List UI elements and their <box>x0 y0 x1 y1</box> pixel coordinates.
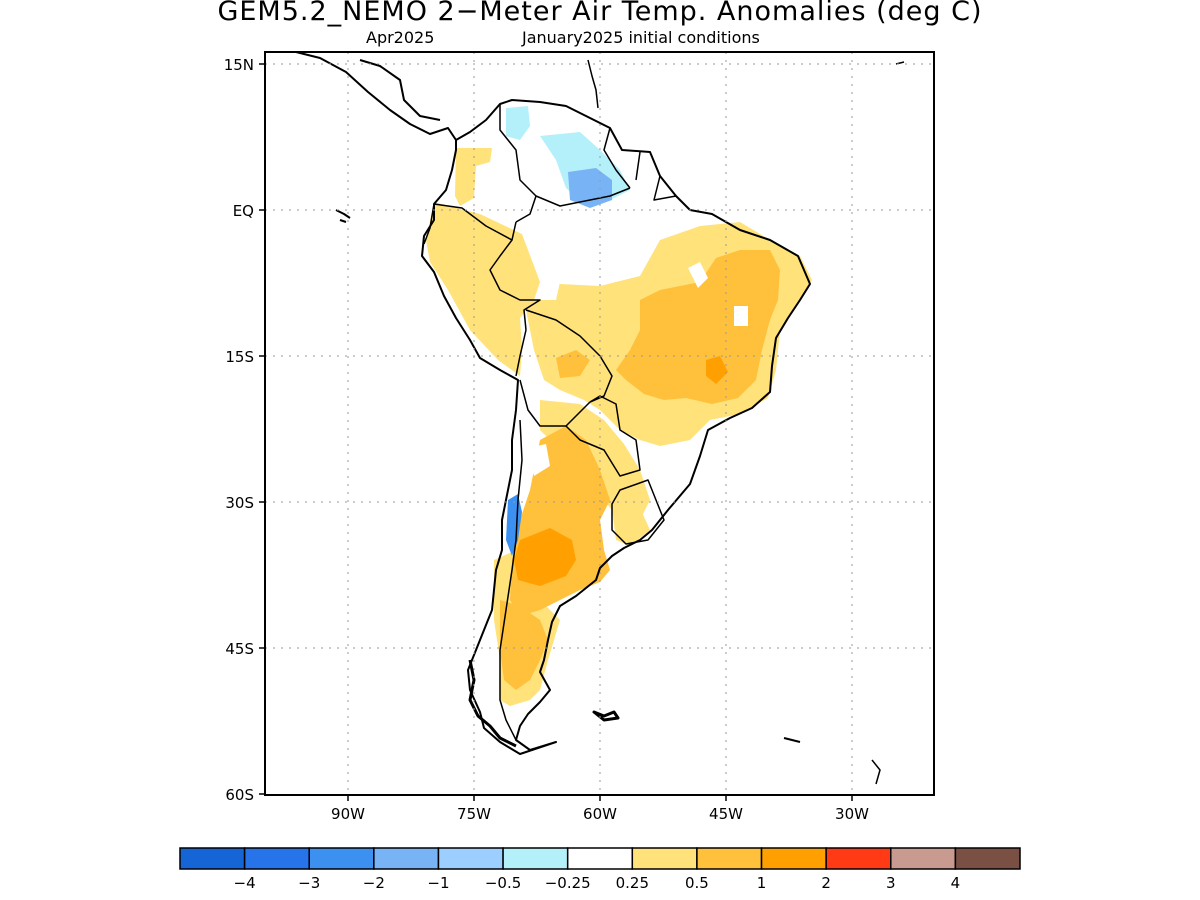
colorbar-label: −1 <box>427 874 449 892</box>
colorbar-swatch <box>437 847 504 870</box>
colorbar-labels: −4 −3 −2 −1 −0.5 −0.25 0.25 0.5 1 2 3 4 <box>234 874 961 892</box>
border-colombia-venezuela <box>499 104 537 223</box>
galapagos-islands <box>335 209 351 223</box>
central-america-coastline <box>295 52 457 141</box>
anomaly-area-andes-west <box>426 202 540 376</box>
lat-label: EQ <box>233 202 254 220</box>
neutral-area-amazon <box>540 212 650 286</box>
longitude-labels: 90W 75W 60W 45W 30W <box>331 805 869 823</box>
colorbar <box>179 847 1021 870</box>
border-venezuela-brazil <box>535 187 631 207</box>
anomaly-area-bolivia-warm <box>556 350 590 378</box>
anomaly-area-patagonia-warm <box>500 600 548 690</box>
latitude-labels: 15N EQ 15S 30S 45S 60S <box>224 56 254 804</box>
colorbar-label: −3 <box>298 874 320 892</box>
lat-label: 60S <box>225 786 254 804</box>
anomaly-area-uruguay <box>612 508 650 546</box>
colorbar-swatch <box>502 847 569 870</box>
border-peru-brazil <box>489 239 541 331</box>
colorbar-swatch <box>890 847 957 870</box>
colorbar-label: 0.5 <box>685 874 709 892</box>
colorbar-swatch <box>825 847 892 870</box>
anomaly-area-northwest <box>455 148 492 206</box>
colorbar-label: −2 <box>363 874 385 892</box>
lat-label: 45S <box>225 640 254 658</box>
lat-label: 15S <box>225 348 254 366</box>
chile-archipelago <box>468 659 517 748</box>
colorbar-swatch <box>179 847 246 870</box>
south-america-coastline <box>421 99 811 755</box>
lon-label: 60W <box>583 805 617 823</box>
colorbar-label: −4 <box>234 874 256 892</box>
axis-ticks <box>259 63 853 801</box>
border-argentina-uruguay <box>611 479 665 545</box>
map-plot-area <box>265 52 934 795</box>
colorbar-label: −0.5 <box>485 874 521 892</box>
colorbar-swatch <box>373 847 440 870</box>
neutral-area-brazil-b <box>734 306 748 326</box>
colorbar-label: 4 <box>951 874 961 892</box>
anomaly-shading <box>426 106 812 706</box>
colorbar-swatch <box>566 847 634 870</box>
lat-label: 15N <box>224 56 254 74</box>
anomaly-area-venezuela-cool <box>506 106 530 140</box>
colorbar-swatch <box>243 847 310 870</box>
anomaly-area-brazil-strong <box>706 356 728 384</box>
lon-label: 90W <box>331 805 365 823</box>
colorbar-swatch <box>308 847 375 870</box>
border-guianas <box>603 127 677 201</box>
colorbar-label: 0.25 <box>616 874 649 892</box>
lon-label: 30W <box>835 805 869 823</box>
colorbar-swatch <box>760 847 827 870</box>
lon-label: 75W <box>457 805 491 823</box>
anomaly-area-argentina-strong <box>514 528 576 586</box>
initial-conditions-label: January2025 initial conditions <box>522 28 760 47</box>
border-paraguay <box>565 395 641 477</box>
south-georgia-island <box>783 737 801 743</box>
colorbar-label: 1 <box>757 874 767 892</box>
lon-label: 45W <box>709 805 743 823</box>
colorbar-swatch <box>696 847 763 870</box>
neutral-area-brazil-a <box>688 262 708 288</box>
colorbar-label: 3 <box>886 874 896 892</box>
border-peru-bolivia <box>515 329 527 377</box>
border-bolivia-argentina <box>519 379 591 427</box>
map-title: GEM5.2_NEMO 2−Meter Air Temp. Anomalies … <box>217 0 983 27</box>
border-colombia-peru <box>433 203 517 241</box>
anomaly-area-brazil-warm <box>616 250 780 404</box>
neutral-area-chaco <box>528 444 550 476</box>
colorbar-label: −0.25 <box>545 874 591 892</box>
valid-month-label: Apr2025 <box>366 28 435 47</box>
coastlines-and-borders <box>295 52 905 785</box>
falkland-islands <box>592 710 620 722</box>
colorbar-swatch <box>631 847 698 870</box>
lat-label: 30S <box>225 494 254 512</box>
colorbar-label: 2 <box>821 874 831 892</box>
colorbar-swatch <box>954 847 1021 870</box>
border-ecuador <box>423 203 435 245</box>
border-chile-argentina <box>499 419 523 741</box>
central-america-north-coast <box>359 59 441 121</box>
